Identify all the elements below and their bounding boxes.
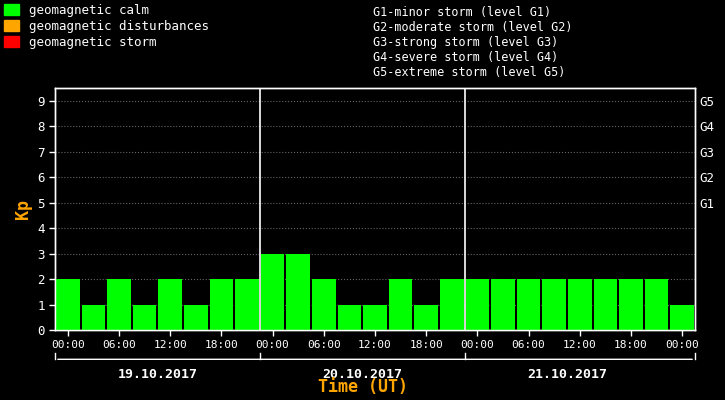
Bar	[568, 279, 592, 330]
Bar	[261, 254, 284, 330]
Bar	[594, 279, 617, 330]
Bar	[338, 304, 361, 330]
Text: 20.10.2017: 20.10.2017	[322, 368, 402, 381]
Bar	[363, 304, 386, 330]
Bar	[82, 304, 105, 330]
Bar	[235, 279, 259, 330]
Bar	[159, 279, 182, 330]
Bar	[133, 304, 157, 330]
Bar	[671, 304, 694, 330]
Bar	[107, 279, 130, 330]
Bar	[542, 279, 566, 330]
Bar	[286, 254, 310, 330]
Bar	[465, 279, 489, 330]
Bar	[517, 279, 540, 330]
Text: 21.10.2017: 21.10.2017	[527, 368, 607, 381]
Bar	[645, 279, 668, 330]
Bar	[440, 279, 463, 330]
Bar	[184, 304, 207, 330]
Bar	[492, 279, 515, 330]
Legend: geomagnetic calm, geomagnetic disturbances, geomagnetic storm: geomagnetic calm, geomagnetic disturbanc…	[0, 0, 212, 53]
Bar	[210, 279, 233, 330]
Bar	[312, 279, 336, 330]
Bar	[619, 279, 643, 330]
Text: Time (UT): Time (UT)	[318, 378, 407, 396]
Text: G1-minor storm (level G1)
G2-moderate storm (level G2)
G3-strong storm (level G3: G1-minor storm (level G1) G2-moderate st…	[373, 6, 573, 79]
Y-axis label: Kp: Kp	[14, 199, 31, 219]
Bar	[56, 279, 80, 330]
Bar	[389, 279, 413, 330]
Bar	[415, 304, 438, 330]
Text: 19.10.2017: 19.10.2017	[117, 368, 197, 381]
